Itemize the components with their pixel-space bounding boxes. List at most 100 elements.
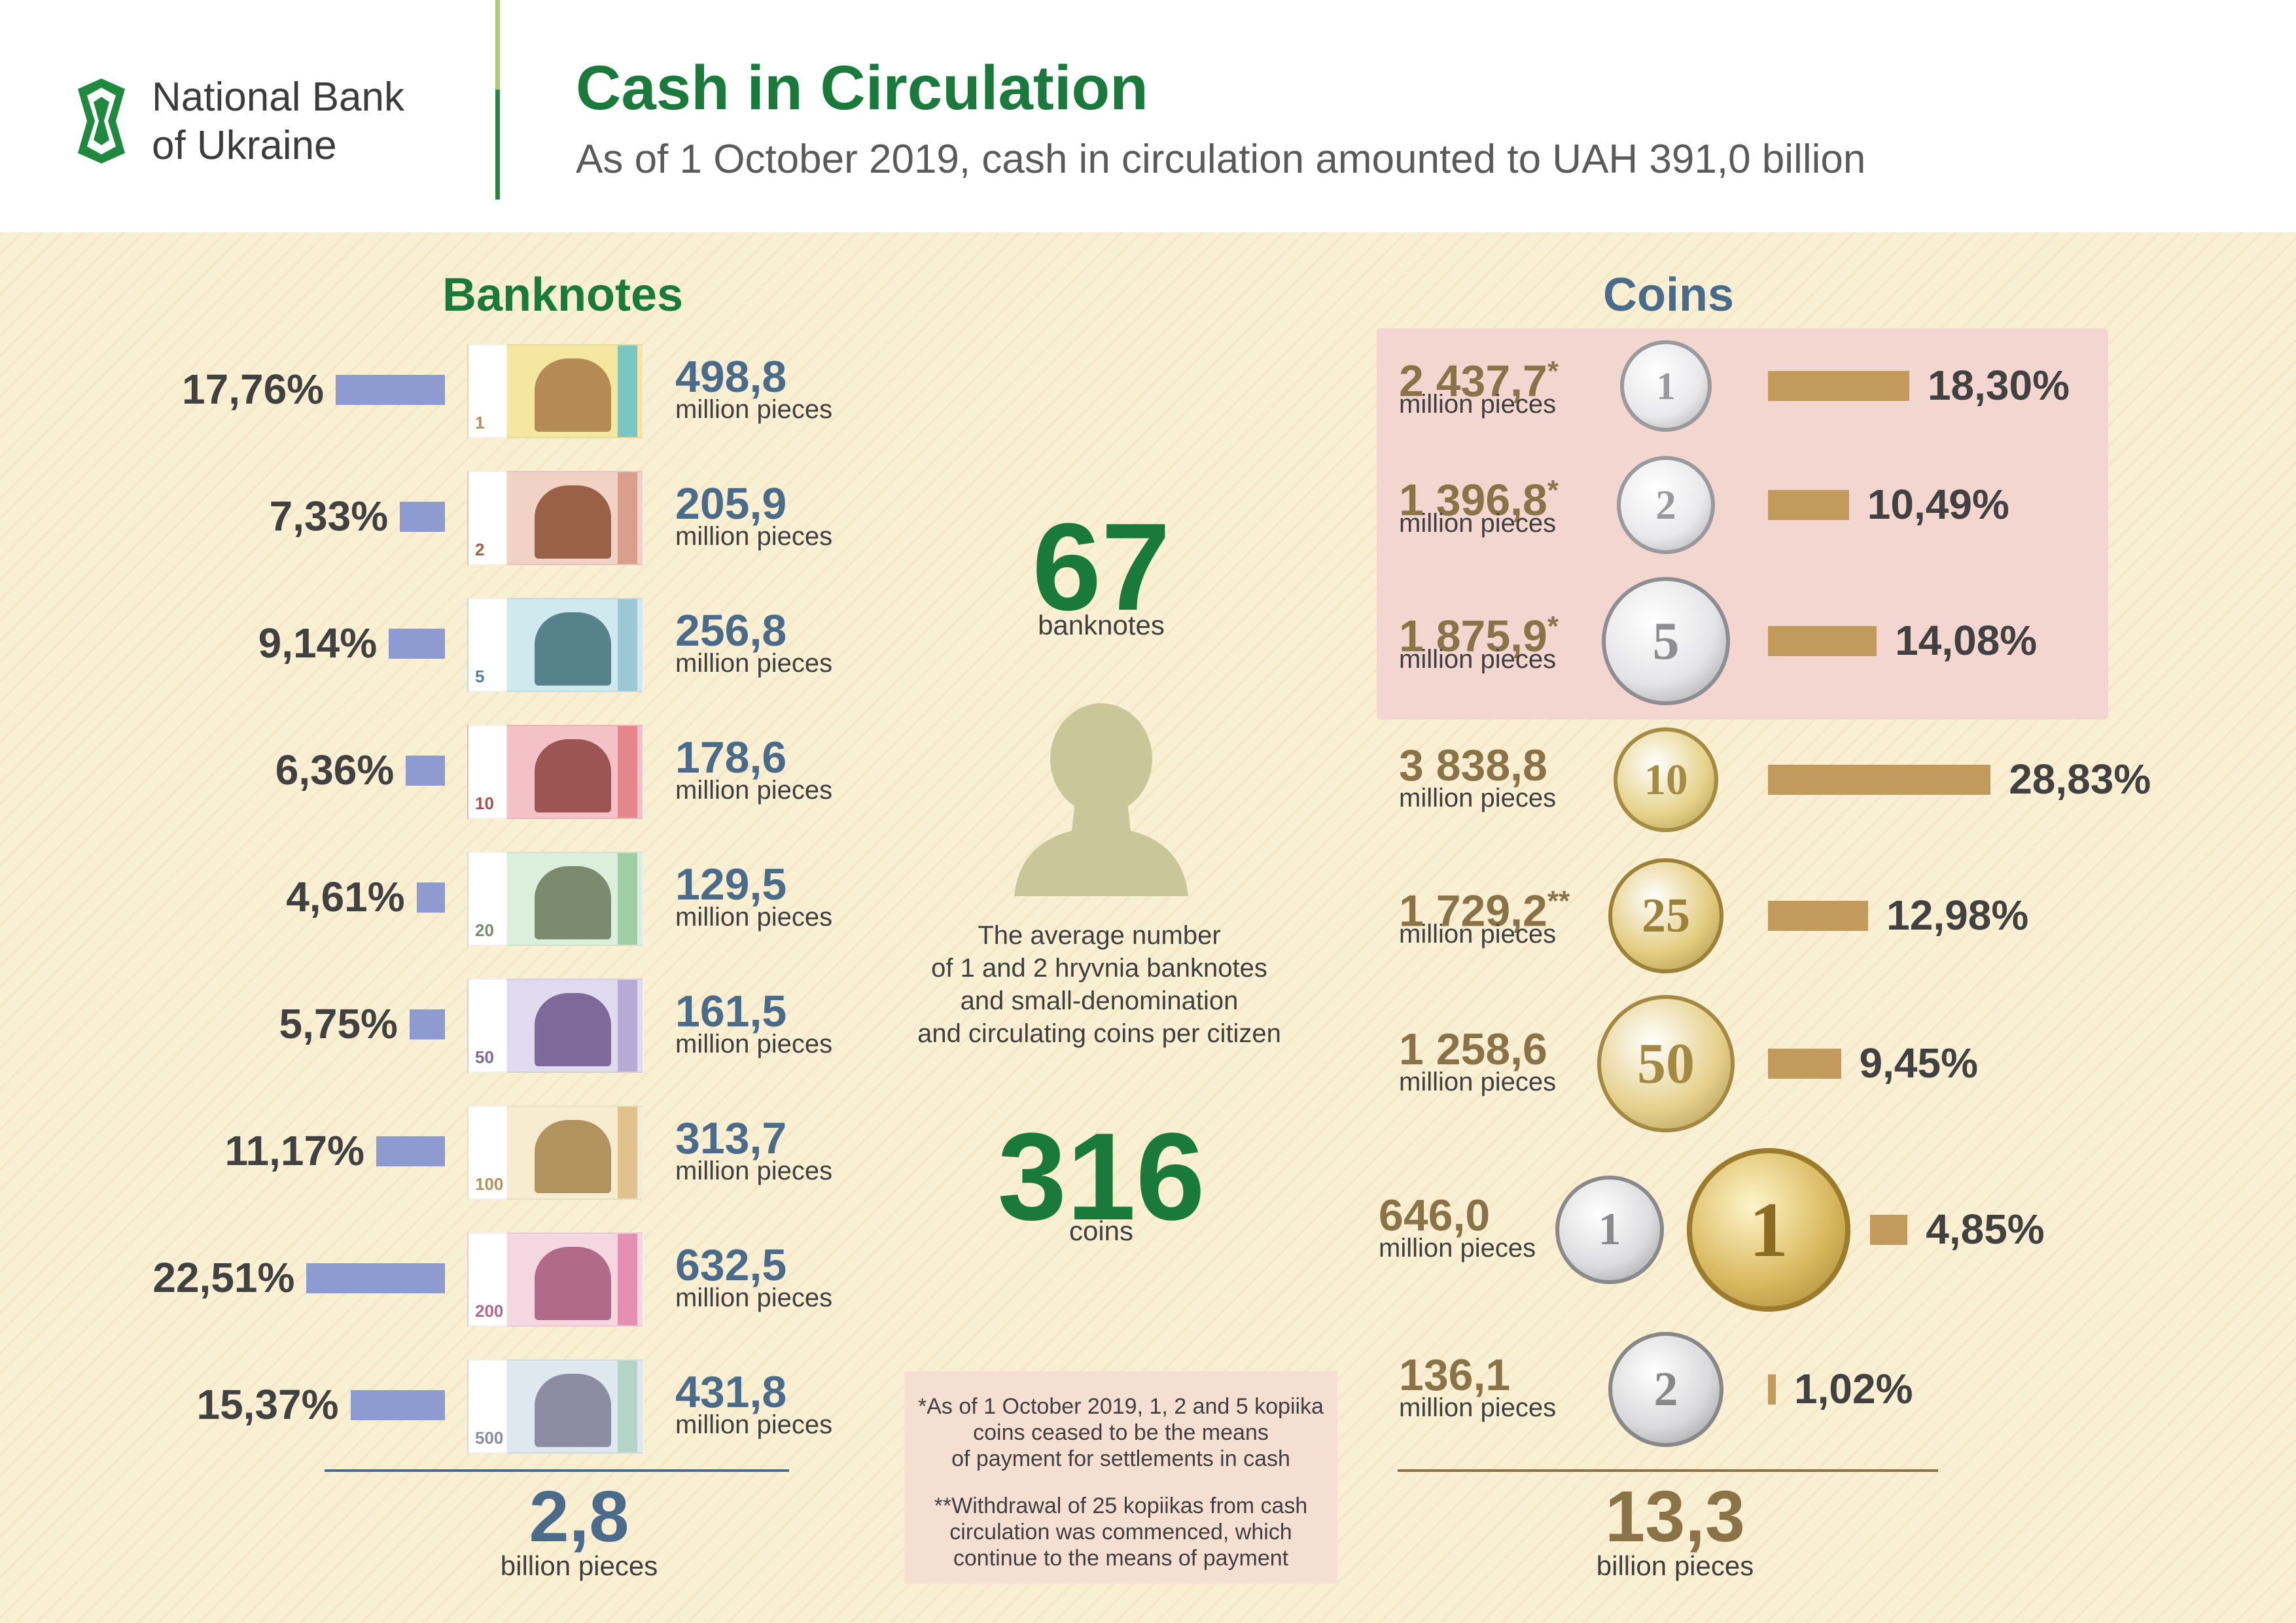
banknote-share-bar bbox=[306, 1263, 445, 1293]
header-divider bbox=[495, 0, 500, 200]
coin-pieces-unit: million pieces bbox=[1399, 1068, 1557, 1096]
coin-pieces: 136,1 bbox=[1399, 1350, 1511, 1400]
coins-title: Coins bbox=[1603, 269, 1735, 321]
footnote-2: **Withdrawal of 25 kopiikas from cash ci… bbox=[904, 1493, 1337, 1571]
coin-pieces-unit: million pieces bbox=[1399, 1393, 1557, 1422]
banknote-share-label: 22,51% bbox=[152, 1254, 295, 1301]
org-name-line1: National Bank bbox=[152, 75, 405, 120]
portrait-icon bbox=[535, 865, 612, 939]
coin-share-label: 4,85% bbox=[1926, 1206, 2045, 1253]
portrait-icon bbox=[535, 358, 612, 432]
banknote-total-rule bbox=[325, 1469, 789, 1472]
banknotes-per-citizen-label: banknotes bbox=[1038, 610, 1165, 640]
coin-share-bar bbox=[1768, 765, 1991, 795]
banknote-total: 2,8 bbox=[529, 1476, 629, 1557]
banknote-share-bar bbox=[409, 1009, 445, 1039]
banknotes-title: Banknotes bbox=[442, 269, 684, 321]
banknote-stripe bbox=[618, 345, 637, 437]
coin-share-label: 14,08% bbox=[1895, 617, 2038, 664]
banknote-stripe bbox=[618, 726, 637, 818]
banknote-share-bar bbox=[406, 756, 445, 786]
portrait-icon bbox=[535, 1119, 612, 1193]
coin-denomination: 2 bbox=[1653, 1362, 1678, 1416]
banknotes-per-citizen: 67 bbox=[1032, 498, 1171, 637]
coin-denomination: 10 bbox=[1644, 755, 1688, 804]
coin-share-label: 12,98% bbox=[1886, 892, 2029, 939]
banknote-total-unit: billion pieces bbox=[500, 1550, 658, 1581]
coin-share-bar bbox=[1768, 371, 1909, 401]
footnotes: *As of 1 October 2019, 1, 2 and 5 kopiik… bbox=[904, 1371, 1337, 1584]
banknote-pieces: 313,7 bbox=[675, 1113, 787, 1163]
coin-pieces: 1 396,8* bbox=[1399, 474, 1559, 525]
banknote-image: 100 bbox=[467, 1106, 644, 1200]
banknote-pieces-unit: million pieces bbox=[675, 522, 833, 551]
average-description-line: The average number bbox=[978, 921, 1221, 950]
page-subtitle: As of 1 October 2019, cash in circulatio… bbox=[576, 137, 1866, 182]
coin-total-rule bbox=[1398, 1469, 1938, 1472]
coin-pieces-unit: million pieces bbox=[1399, 784, 1557, 812]
banknote-pieces-unit: million pieces bbox=[675, 776, 833, 805]
banknote-share-label: 4,61% bbox=[286, 873, 405, 920]
banknote-share-label: 7,33% bbox=[269, 493, 389, 540]
banknote-pieces: 256,8 bbox=[675, 606, 787, 655]
banknote-share-label: 5,75% bbox=[279, 1000, 398, 1047]
banknote-denomination: 1 bbox=[475, 413, 485, 432]
banknote-pieces-unit: million pieces bbox=[675, 1030, 833, 1058]
banknote-image: 50 bbox=[467, 979, 644, 1073]
banknote-pieces-unit: million pieces bbox=[675, 1410, 833, 1439]
coin-pieces: 1 729,2** bbox=[1399, 885, 1570, 936]
page-title: Cash in Circulation bbox=[576, 53, 1148, 123]
portrait-icon bbox=[535, 739, 612, 812]
coin-footnote-mark: * bbox=[1547, 355, 1559, 387]
coin-total-unit: billion pieces bbox=[1596, 1550, 1754, 1581]
coin-image-old: 1 bbox=[1687, 1148, 1850, 1312]
banknote-pieces-unit: million pieces bbox=[675, 1157, 833, 1185]
footnote-line: **Withdrawal of 25 kopiikas from cash bbox=[934, 1493, 1308, 1518]
org-name: National Bank of Ukraine bbox=[152, 73, 404, 170]
nbu-logo-icon bbox=[78, 79, 125, 164]
banknote-image: 2 bbox=[467, 471, 644, 565]
banknote-stripe bbox=[618, 599, 637, 691]
coin-footnote-mark: * bbox=[1547, 610, 1559, 642]
coin-share-label: 28,83% bbox=[2009, 756, 2151, 803]
coin-denomination: 1 bbox=[1598, 1204, 1621, 1255]
coin-image: 2 bbox=[1617, 456, 1715, 554]
banknote-stripe bbox=[618, 472, 637, 564]
banknote-denomination: 5 bbox=[475, 667, 485, 686]
banknote-stripe bbox=[618, 1361, 637, 1452]
header bbox=[0, 0, 2296, 232]
average-description-line: and circulating coins per citizen bbox=[917, 1019, 1281, 1048]
banknote-pieces-unit: million pieces bbox=[675, 1283, 833, 1312]
coin-image: 2 bbox=[1608, 1332, 1723, 1447]
banknote-share-label: 6,36% bbox=[275, 746, 395, 794]
banknote-pieces: 498,8 bbox=[675, 352, 787, 402]
banknote-image: 5 bbox=[467, 598, 644, 692]
banknote-image: 10 bbox=[467, 725, 644, 819]
coins-per-citizen: 316 bbox=[997, 1108, 1205, 1246]
banknote-share-bar bbox=[389, 629, 445, 659]
footnote-line: of payment for settlements in cash bbox=[951, 1446, 1290, 1471]
footnote-line: circulation was commenced, which bbox=[949, 1520, 1292, 1544]
banknote-share-label: 9,14% bbox=[258, 620, 378, 667]
banknote-denomination: 200 bbox=[475, 1301, 504, 1321]
footnote-1: *As of 1 October 2019, 1, 2 and 5 kopiik… bbox=[904, 1393, 1337, 1472]
banknote-share-bar bbox=[336, 375, 445, 405]
coin-pieces: 1 875,9* bbox=[1399, 610, 1559, 661]
banknote-pieces: 632,5 bbox=[675, 1240, 787, 1290]
footnote-line: *As of 1 October 2019, 1, 2 and 5 kopiik… bbox=[918, 1394, 1324, 1419]
average-description: The average number of 1 and 2 hryvnia ba… bbox=[870, 919, 1328, 1050]
banknote-stripe bbox=[618, 853, 637, 945]
average-description-line: and small-denomination bbox=[960, 986, 1239, 1015]
coin-share-bar bbox=[1768, 1049, 1841, 1079]
banknote-pieces: 205,9 bbox=[675, 479, 787, 529]
banknote-image: 20 bbox=[467, 852, 644, 946]
portrait-icon bbox=[535, 485, 612, 559]
coin-pieces: 2 437,7* bbox=[1399, 355, 1559, 406]
banknote-image: 500 bbox=[467, 1359, 644, 1454]
coin-share-label: 10,49% bbox=[1867, 481, 2009, 528]
coin-denomination: 5 bbox=[1652, 611, 1680, 671]
coin-share-label: 18,30% bbox=[1927, 362, 2070, 409]
portrait-icon bbox=[535, 1373, 612, 1447]
coin-footnote-mark: ** bbox=[1547, 885, 1570, 917]
person-icon bbox=[1014, 703, 1188, 896]
